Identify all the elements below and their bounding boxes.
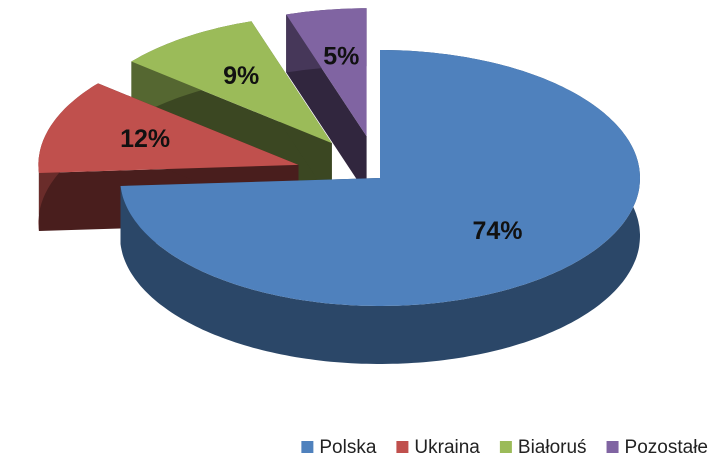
- legend-label: Pozostałe: [625, 437, 708, 458]
- legend-swatch: [396, 441, 409, 453]
- data-label: 5%: [323, 43, 359, 71]
- legend-label: Białoruś: [518, 437, 587, 458]
- legend-swatch: [301, 441, 314, 453]
- slice: [131, 21, 332, 144]
- slice: [120, 50, 640, 306]
- data-label: 9%: [223, 62, 259, 90]
- slice: [38, 83, 299, 173]
- legend-label: Polska: [319, 437, 376, 458]
- slice: [286, 8, 367, 137]
- legend-label: Ukraina: [414, 437, 480, 458]
- legend-swatch: [499, 441, 512, 453]
- data-label: 74%: [472, 217, 522, 245]
- data-label: 12%: [120, 125, 170, 153]
- legend-swatch: [606, 441, 619, 453]
